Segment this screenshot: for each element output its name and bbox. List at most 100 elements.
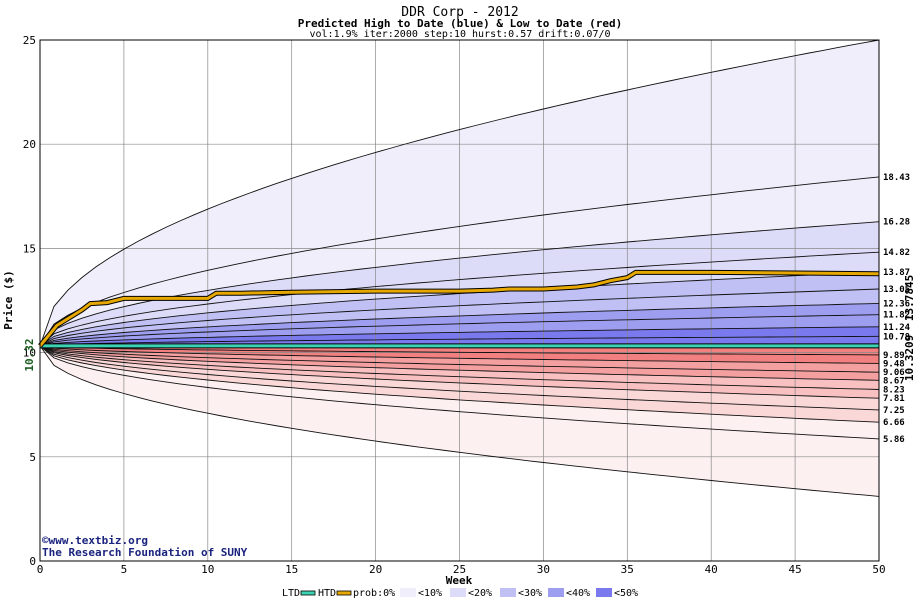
legend-prob10-swatch	[400, 588, 416, 597]
legend-ltd-label: LTD	[282, 588, 300, 599]
start-value-label: 10.32	[23, 338, 36, 371]
upper-band-line	[39, 251, 880, 347]
lower-band-fill	[40, 345, 879, 423]
lower-band-line	[39, 345, 880, 440]
legend-prob20-swatch	[450, 588, 466, 597]
x-tick-label: 25	[453, 563, 466, 576]
legend-prob20-label: <20%	[468, 588, 492, 599]
upper-band-fill	[40, 176, 879, 346]
lower-band-fill	[40, 345, 879, 390]
htd-line	[38, 270, 880, 347]
chart-params: vol:1.9% iter:2000 step:10 hurst:0.57 dr…	[309, 29, 610, 40]
lower-band-line	[39, 345, 880, 423]
lower-endpoint-label: 9.48	[883, 359, 905, 369]
htd-end-value-label: 13.7845	[903, 275, 916, 321]
legend-htd-swatch	[336, 590, 352, 596]
x-axis-ticks: 0 5 10 15 20 25 30 35 40 45 50	[37, 563, 886, 576]
y-axis-ticks: 0 5 10 15 20 25	[23, 34, 36, 568]
chart-subtitle: Predicted High to Date (blue) & Low to D…	[298, 17, 623, 30]
y-tick-label: 5	[29, 451, 36, 464]
lower-band-line	[39, 345, 880, 381]
upper-band-fill	[40, 271, 879, 346]
upper-endpoint-label: 16.28	[883, 218, 910, 228]
upper-endpoint-label: 11.24	[883, 323, 911, 333]
lower-endpoint-label: 7.81	[883, 394, 905, 404]
upper-band-line	[39, 302, 880, 347]
lower-band-line	[39, 345, 880, 373]
lower-endpoint-label: 8.23	[883, 385, 905, 395]
upper-endpoint-label: 14.82	[883, 248, 910, 258]
upper-band-line	[39, 314, 880, 347]
upper-endpoint-label: 13.87	[883, 268, 910, 278]
lower-endpoint-label: 6.66	[883, 418, 905, 428]
upper-endpoint-label: 12.36	[883, 299, 910, 309]
y-tick-label: 0	[29, 555, 36, 568]
lower-band-line	[39, 345, 880, 356]
upper-band-line	[39, 39, 880, 347]
upper-band-fill	[40, 289, 879, 346]
x-tick-label: 10	[201, 563, 214, 576]
upper-band-line	[39, 326, 880, 347]
lower-band-fill	[40, 345, 879, 410]
legend-prob-label: prob:0%	[353, 588, 395, 599]
lower-band-fill	[40, 345, 879, 381]
lower-band-line	[39, 345, 880, 390]
band-endpoint-labels: 18.43 16.28 14.82 13.87 13.05 12.36 11.82 11.24…	[883, 173, 911, 445]
legend: LTD HTD prob:0% <10% <20% <30% <40% <50%	[282, 588, 638, 599]
upper-band-line	[39, 176, 880, 347]
series-lines	[38, 39, 880, 497]
x-tick-label: 40	[705, 563, 718, 576]
legend-prob10-label: <10%	[418, 588, 442, 599]
upper-band-fill	[40, 221, 879, 346]
upper-endpoint-label: 10.78	[883, 332, 910, 342]
lower-endpoint-label: 8.67	[883, 376, 905, 386]
upper-band-fill	[40, 303, 879, 346]
chart-title: DDR Corp - 2012	[401, 5, 518, 20]
upper-endpoint-label: 13.05	[883, 285, 910, 295]
lower-band-line	[39, 345, 880, 364]
lower-endpoint-label: 9.06	[883, 368, 905, 378]
upper-band-line	[39, 271, 880, 347]
lower-band-fill	[40, 345, 879, 399]
credit-line-2: The Research Foundation of SUNY	[42, 546, 248, 559]
legend-prob40-swatch	[548, 588, 564, 597]
y-axis-label: Price ($)	[2, 270, 15, 330]
plot-frame	[39, 39, 880, 562]
lower-band-fill	[40, 345, 879, 439]
y-tick-label: 20	[23, 138, 36, 151]
x-axis-label: Week	[446, 574, 473, 587]
x-tick-label: 20	[369, 563, 382, 576]
ltd-end-value-label: 10.3209	[903, 335, 916, 381]
legend-htd-label: HTD	[318, 588, 336, 599]
upper-band-line	[39, 288, 880, 347]
x-tick-label: 0	[37, 563, 44, 576]
x-tick-label: 30	[537, 563, 550, 576]
x-tick-label: 50	[872, 563, 885, 576]
x-tick-label: 5	[121, 563, 128, 576]
legend-prob40-label: <40%	[566, 588, 590, 599]
legend-prob50-swatch	[596, 588, 612, 597]
lower-band-line	[39, 345, 880, 411]
lower-band-line	[39, 345, 880, 399]
x-tick-label: 45	[788, 563, 801, 576]
y-tick-label: 15	[23, 242, 36, 255]
credit-line-1: ©www.textbiz.org	[42, 534, 148, 547]
legend-prob30-swatch	[500, 588, 516, 597]
lower-band-line	[39, 345, 880, 497]
upper-band-line	[39, 335, 880, 347]
y-tick-label: 25	[23, 34, 36, 47]
lower-endpoint-label: 7.25	[883, 406, 905, 416]
legend-prob30-label: <30%	[518, 588, 542, 599]
lower-endpoint-label: 5.86	[883, 435, 905, 445]
lower-endpoint-label: 9.89	[883, 351, 905, 361]
upper-band-line	[39, 221, 880, 347]
upper-endpoint-label: 18.43	[883, 173, 910, 183]
legend-prob50-label: <50%	[614, 588, 638, 599]
y-tick-label: 10	[23, 347, 36, 360]
x-tick-label: 35	[621, 563, 634, 576]
upper-endpoint-label: 11.82	[883, 311, 910, 321]
upper-band-fill	[40, 252, 879, 346]
legend-ltd-swatch	[300, 590, 316, 596]
